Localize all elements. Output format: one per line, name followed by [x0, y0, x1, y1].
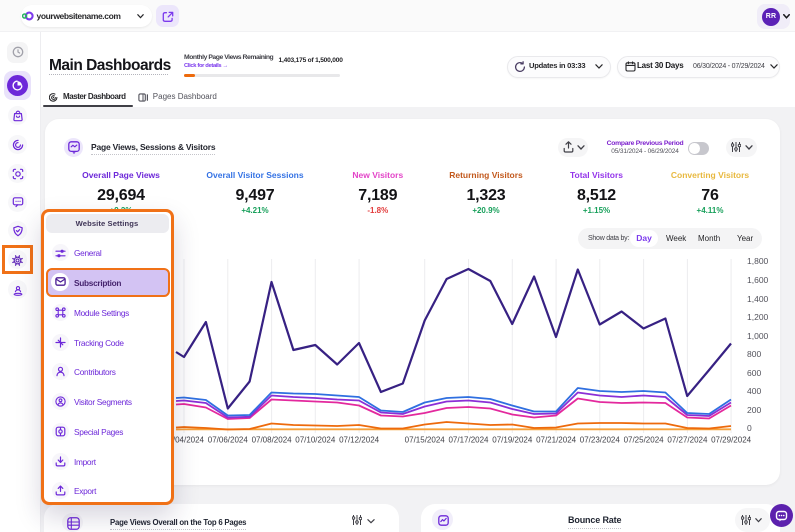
svg-text:07/25/2024: 07/25/2024 — [624, 436, 665, 445]
svg-text:07/21/2024: 07/21/2024 — [536, 436, 577, 445]
svg-text:07/23/2024: 07/23/2024 — [580, 436, 621, 445]
svg-text:07/12/2024: 07/12/2024 — [339, 436, 380, 445]
svg-text:07/08/2024: 07/08/2024 — [252, 436, 293, 445]
svg-text:07/04/2024: 07/04/2024 — [164, 436, 205, 445]
svg-text:07/15/2024: 07/15/2024 — [405, 436, 446, 445]
svg-text:07/17/2024: 07/17/2024 — [448, 436, 489, 445]
svg-text:07/06/2024: 07/06/2024 — [208, 436, 249, 445]
svg-text:07/10/2024: 07/10/2024 — [295, 436, 336, 445]
svg-text:07/19/2024: 07/19/2024 — [492, 436, 533, 445]
svg-text:07/27/2024: 07/27/2024 — [667, 436, 708, 445]
svg-text:07/29/2024: 07/29/2024 — [711, 436, 752, 445]
